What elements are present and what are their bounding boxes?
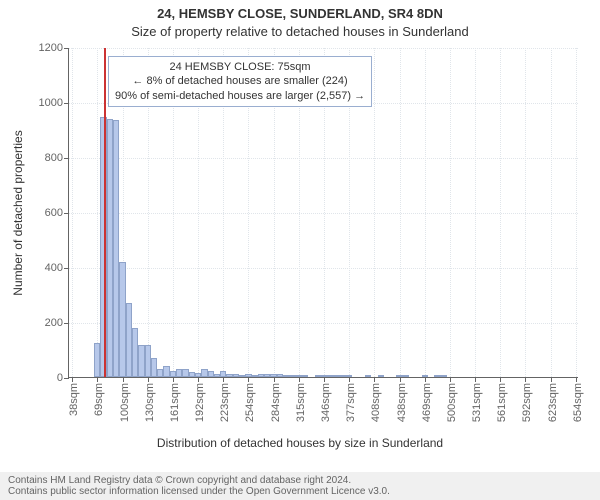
xtick-mark	[123, 377, 124, 382]
xtick-label: 438sqm	[396, 383, 408, 422]
xtick-mark	[324, 377, 325, 382]
xtick-label: 161sqm	[169, 383, 181, 422]
gridline-horizontal	[69, 158, 578, 159]
xtick-mark	[450, 377, 451, 382]
annotation-line-2: ← 8% of detached houses are smaller (224…	[115, 74, 365, 88]
xtick-mark	[551, 377, 552, 382]
title-line-2: Size of property relative to detached ho…	[0, 24, 600, 39]
xtick-mark	[148, 377, 149, 382]
xtick-label: 500sqm	[446, 383, 458, 422]
gridline-horizontal	[69, 213, 578, 214]
xtick-label: 469sqm	[421, 383, 433, 422]
y-axis-label: Number of detached properties	[11, 130, 25, 295]
xtick-label: 192sqm	[194, 383, 206, 422]
xtick-mark	[198, 377, 199, 382]
ytick-label: 1000	[39, 97, 69, 109]
ytick-label: 600	[45, 207, 69, 219]
xtick-label: 592sqm	[521, 383, 533, 422]
xtick-mark	[500, 377, 501, 382]
bar	[440, 375, 446, 377]
xtick-label: 561sqm	[496, 383, 508, 422]
xtick-mark	[475, 377, 476, 382]
xtick-mark	[274, 377, 275, 382]
annotation-line-1: 24 HEMSBY CLOSE: 75sqm	[115, 60, 365, 74]
xtick-mark	[97, 377, 98, 382]
title-line-1: 24, HEMSBY CLOSE, SUNDERLAND, SR4 8DN	[0, 6, 600, 21]
xtick-label: 346sqm	[320, 383, 332, 422]
ytick-label: 800	[45, 152, 69, 164]
xtick-label: 531sqm	[471, 383, 483, 422]
xtick-label: 100sqm	[119, 383, 131, 422]
xtick-label: 223sqm	[219, 383, 231, 422]
annotation-box: 24 HEMSBY CLOSE: 75sqm ← 8% of detached …	[108, 56, 372, 107]
xtick-label: 284sqm	[270, 383, 282, 422]
xtick-mark	[299, 377, 300, 382]
xtick-label: 38sqm	[68, 383, 80, 416]
xtick-label: 69sqm	[93, 383, 105, 416]
footer: Contains HM Land Registry data © Crown c…	[0, 472, 600, 500]
xtick-mark	[349, 377, 350, 382]
gridline-horizontal	[69, 48, 578, 49]
xtick-mark	[173, 377, 174, 382]
xtick-label: 654sqm	[572, 383, 584, 422]
xtick-label: 377sqm	[345, 383, 357, 422]
xtick-label: 315sqm	[295, 383, 307, 422]
xtick-mark	[248, 377, 249, 382]
ytick-label: 200	[45, 317, 69, 329]
xtick-mark	[374, 377, 375, 382]
xtick-mark	[400, 377, 401, 382]
ytick-label: 1200	[39, 42, 69, 54]
xtick-label: 254sqm	[244, 383, 256, 422]
bar	[378, 375, 384, 377]
xtick-label: 408sqm	[370, 383, 382, 422]
footer-line-1: Contains HM Land Registry data © Crown c…	[8, 475, 592, 486]
xtick-mark	[72, 377, 73, 382]
bar	[365, 375, 371, 377]
xtick-mark	[223, 377, 224, 382]
footer-line-2: Contains public sector information licen…	[8, 486, 592, 497]
xtick-mark	[425, 377, 426, 382]
xtick-label: 623sqm	[547, 383, 559, 422]
xtick-mark	[576, 377, 577, 382]
ytick-label: 400	[45, 262, 69, 274]
gridline-horizontal	[69, 323, 578, 324]
marker-line	[104, 48, 106, 377]
xtick-mark	[525, 377, 526, 382]
xtick-label: 130sqm	[144, 383, 156, 422]
x-axis-label: Distribution of detached houses by size …	[0, 436, 600, 450]
annotation-line-3: 90% of semi-detached houses are larger (…	[115, 89, 365, 103]
bar	[403, 375, 409, 377]
bar	[302, 375, 308, 377]
gridline-horizontal	[69, 268, 578, 269]
